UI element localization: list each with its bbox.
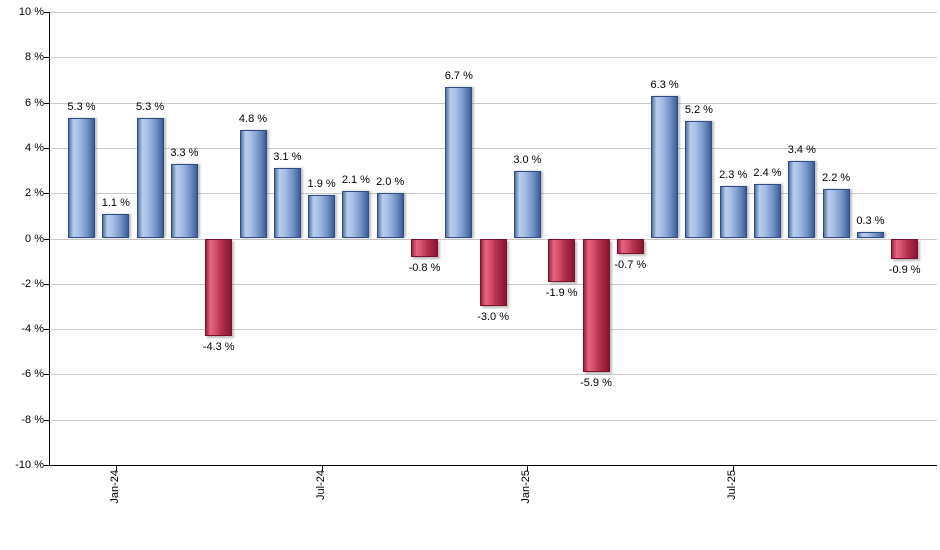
- bar-value-label: 1.9 %: [307, 178, 336, 191]
- bar-value-label: 3.3 %: [170, 146, 199, 159]
- y-axis-tick: [44, 465, 49, 466]
- bar-value-label: 5.2 %: [684, 103, 713, 116]
- gridline: [49, 193, 937, 195]
- bar-Mar-24: [170, 163, 198, 239]
- x-axis-tick-label: Jan-24: [108, 470, 121, 504]
- bar-value-label: 6.7 %: [444, 69, 473, 82]
- bar-value-label: -0.9 %: [888, 263, 921, 276]
- y-axis-tick: [44, 57, 49, 59]
- bar-value-label: -0.8 %: [408, 261, 441, 274]
- bar-value-label: 6.3 %: [650, 78, 679, 91]
- y-axis-tick-label: -6 %: [21, 368, 44, 381]
- y-axis-line: [49, 12, 50, 466]
- bar-value-label: -0.7 %: [614, 259, 647, 272]
- bar-value-label: -5.9 %: [580, 377, 612, 390]
- bar-Jan-24: [102, 213, 130, 239]
- bar-Jun-24: [273, 168, 301, 239]
- bar-Oct-25: [822, 188, 850, 239]
- y-axis-tick: [44, 419, 49, 421]
- gridline: [49, 12, 937, 13]
- bar-value-label: -3.0 %: [477, 311, 509, 324]
- x-axis-tick-label: Jul-25: [726, 470, 739, 500]
- gridline: [49, 329, 937, 331]
- bar-value-label: 2.3 %: [719, 169, 748, 182]
- bar-value-label: 3.1 %: [273, 151, 302, 164]
- bar-Jul-24: [308, 195, 336, 239]
- bar-Sep-24: [376, 193, 404, 239]
- gridline: [49, 102, 937, 104]
- bar-Feb-25: [548, 238, 576, 282]
- bar-Nov-24: [445, 86, 473, 239]
- y-axis-tick: [44, 12, 49, 13]
- x-axis-tick: [115, 466, 117, 471]
- bar-value-label: 2.2 %: [822, 171, 851, 184]
- bar-value-label: 2.4 %: [753, 167, 782, 180]
- bar-Jul-25: [719, 186, 747, 239]
- bar-Dec-25: [891, 238, 919, 259]
- bar-Jan-25: [513, 170, 541, 239]
- x-axis-tick-label: Jul-24: [314, 470, 327, 500]
- y-axis-tick: [44, 329, 49, 331]
- y-axis-tick: [44, 193, 49, 195]
- y-axis-tick-label: 2 %: [25, 187, 44, 200]
- bar-value-label: 2.0 %: [376, 176, 405, 189]
- bar-value-label: 2.1 %: [341, 173, 370, 186]
- bar-value-label: 3.0 %: [513, 153, 542, 166]
- bar-value-label: 4.8 %: [238, 112, 268, 125]
- y-axis-tick-label: 4 %: [25, 141, 44, 154]
- gridline: [49, 57, 937, 59]
- y-axis-tick-label: -2 %: [21, 277, 44, 290]
- bar-Apr-24: [205, 238, 233, 336]
- y-axis-tick: [44, 238, 49, 240]
- x-axis-tick: [733, 466, 735, 471]
- bar-value-label: -4.3 %: [202, 340, 235, 353]
- x-axis-tick-label: Jan-25: [520, 470, 533, 504]
- bar-value-label: 5.3 %: [67, 101, 96, 114]
- bar-value-label: 1.1 %: [101, 196, 130, 209]
- y-axis-tick-label: 10 %: [18, 6, 44, 18]
- bar-value-label: -1.9 %: [545, 286, 578, 299]
- y-axis-tick: [44, 283, 49, 285]
- gridline: [49, 419, 937, 421]
- y-axis-tick-label: -8 %: [21, 413, 44, 426]
- bar-value-label: 3.4 %: [787, 144, 816, 157]
- bar-Dec-24: [479, 238, 507, 307]
- bar-Mar-25: [582, 238, 610, 373]
- gridline: [49, 147, 937, 149]
- bar-Aug-25: [754, 184, 781, 239]
- x-axis-tick: [321, 466, 323, 471]
- y-axis-tick: [44, 374, 49, 376]
- bar-Dec-23: [68, 118, 95, 239]
- gridline: [49, 374, 937, 376]
- bar-May-24: [239, 129, 267, 239]
- y-axis-tick-label: 0 %: [25, 232, 44, 245]
- y-axis-tick: [44, 102, 49, 104]
- bar-Aug-24: [342, 190, 370, 239]
- y-axis-tick-label: -10 %: [15, 459, 44, 471]
- x-axis-tick: [527, 466, 529, 471]
- bar-value-label: 5.3 %: [136, 101, 165, 114]
- x-axis-line: [49, 465, 937, 466]
- bar-Feb-24: [136, 118, 164, 239]
- bar-Sep-25: [788, 161, 816, 239]
- y-axis-tick-label: 6 %: [25, 96, 44, 109]
- y-axis-tick-label: -4 %: [21, 323, 44, 336]
- bar-May-25: [651, 95, 679, 239]
- bar-value-label: 0.3 %: [856, 214, 885, 227]
- bar-Jun-25: [685, 120, 713, 239]
- bar-Nov-25: [856, 231, 884, 239]
- bar-Oct-24: [411, 238, 438, 257]
- bar-Apr-25: [616, 238, 644, 255]
- y-axis-tick-label: 8 %: [25, 51, 44, 64]
- y-axis-tick: [44, 147, 49, 149]
